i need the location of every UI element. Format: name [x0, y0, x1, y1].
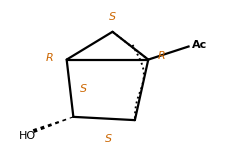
Text: R: R	[157, 51, 165, 61]
Text: S: S	[109, 12, 116, 22]
Text: S: S	[104, 134, 112, 144]
Text: HO: HO	[19, 131, 36, 141]
Text: S: S	[80, 84, 87, 94]
Text: Ac: Ac	[192, 40, 207, 50]
Text: R: R	[46, 53, 54, 63]
